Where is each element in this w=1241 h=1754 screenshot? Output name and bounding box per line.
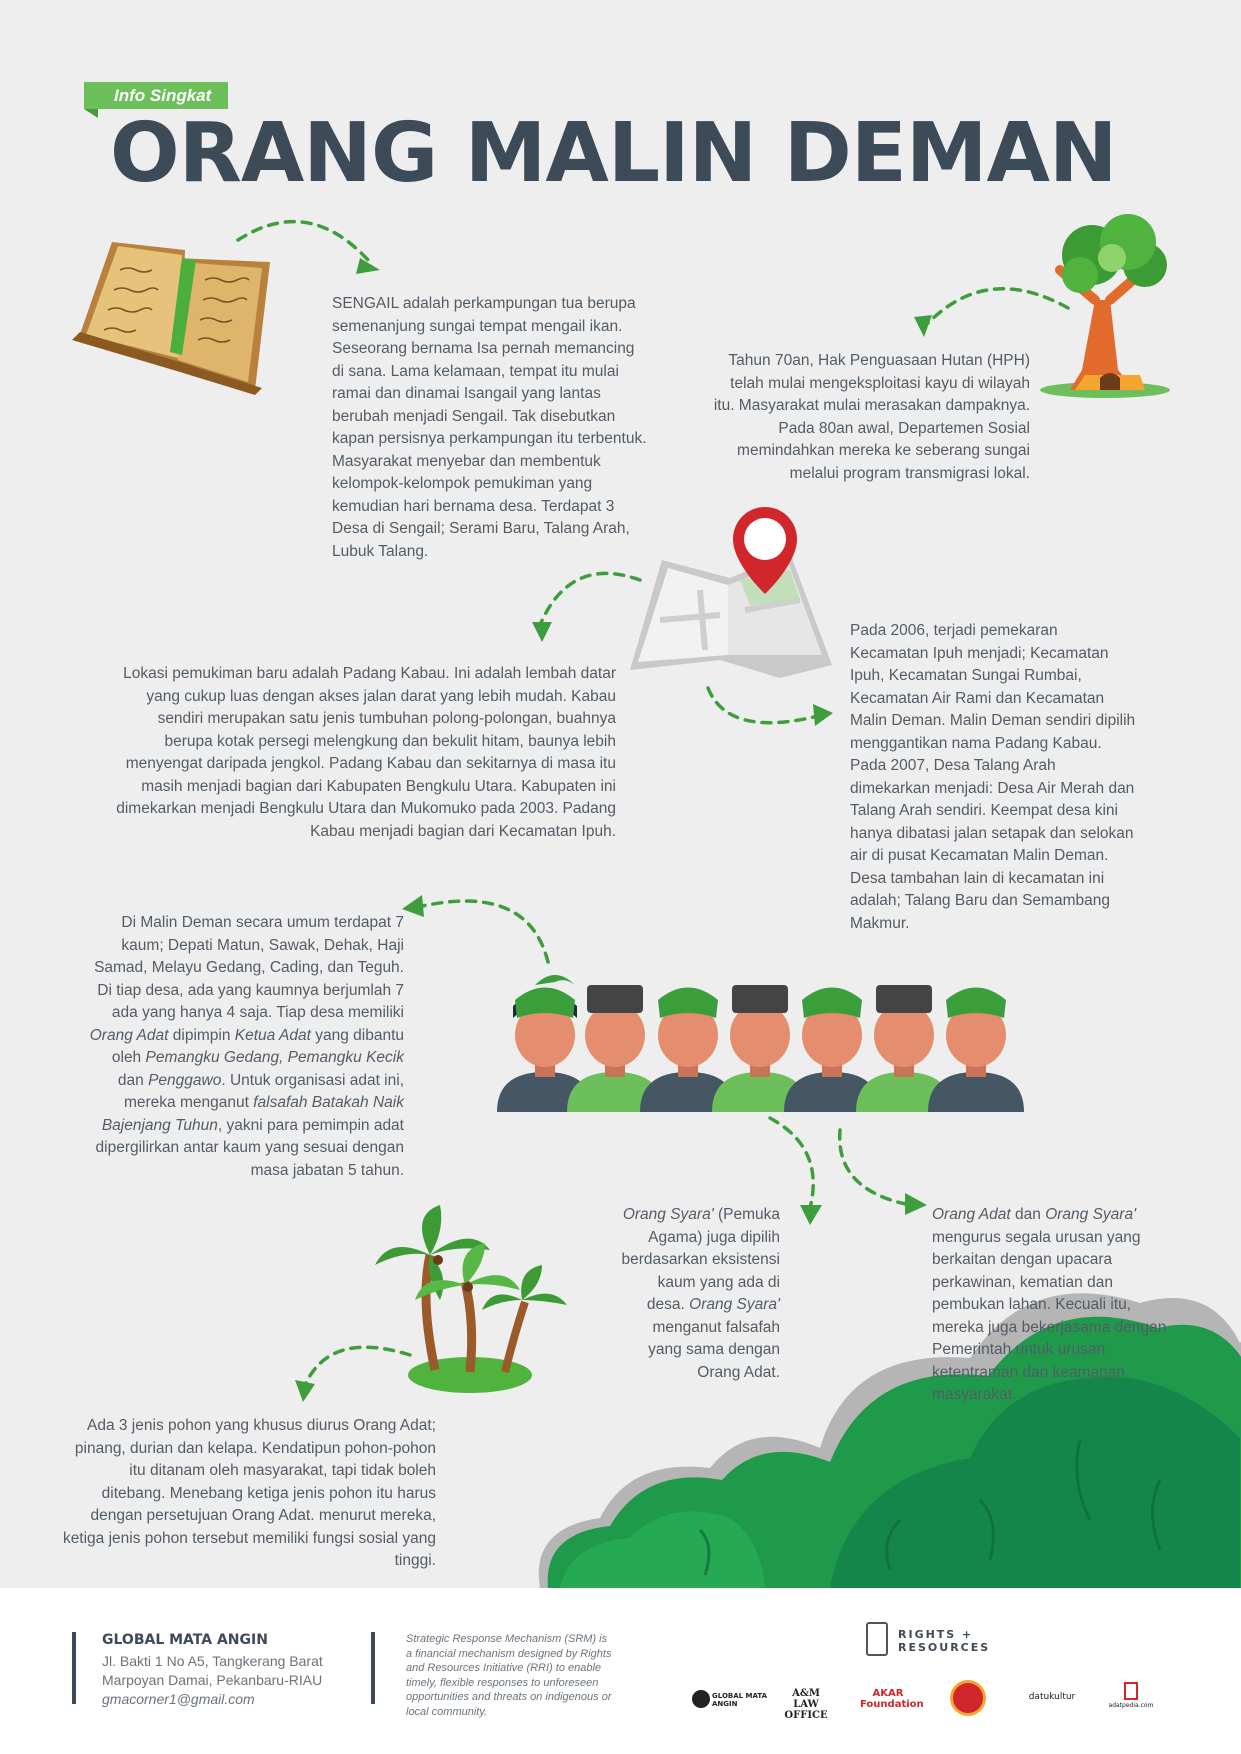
partner-logo-seal-icon (950, 1680, 986, 1716)
address-line-2: Marpoyan Damai, Pekanbaru-RIAU (102, 1672, 323, 1688)
sengail-text: SENGAIL adalah perkampungan tua berupa s… (332, 295, 647, 560)
footer-divider-2 (371, 1632, 375, 1704)
map-pin-icon (630, 507, 832, 678)
partner-logo-adatpedia: adatpedia.com (1108, 1702, 1154, 1709)
rights-resources-hand-icon (866, 1622, 888, 1656)
hph-text: Tahun 70an, Hak Penguasaan Hutan (HPH) t… (713, 352, 1030, 482)
footer-divider (72, 1632, 76, 1704)
bushes-decoration (538, 1293, 1241, 1588)
address-line-1: Jl. Bakti 1 No A5, Tangkerang Barat (102, 1653, 323, 1669)
srm-description: Strategic Response Mechanism (SRM) is a … (406, 1633, 612, 1718)
page-title: ORANG MALIN DEMAN (110, 106, 1118, 201)
palm-trees-icon (375, 1205, 567, 1393)
adatpedia-icon (1124, 1682, 1138, 1700)
info-tag: Info Singkat (84, 82, 228, 109)
flow-arrows (236, 219, 1070, 1402)
partner-logo-am: A&M LAW OFFICE (784, 1688, 828, 1721)
tag-fold-decoration (84, 109, 98, 118)
partner-logo-akar: AKAR Foundation (860, 1688, 924, 1710)
gma-globe-icon (692, 1690, 710, 1708)
padang-kabau-text: Lokasi pemukiman baru adalah Padang Kaba… (116, 665, 616, 840)
pohon-text: Ada 3 jenis pohon yang khusus diurus Ora… (62, 1417, 436, 1569)
pemekaran-text: Pada 2006, terjadi pemekaran Kecamatan I… (850, 622, 1136, 932)
partner-logo-datukultur: datukultur (1028, 1692, 1076, 1702)
urusan-adat-text: Orang Adat dan Orang Syara' mengurus seg… (932, 1206, 1167, 1403)
org-name: GLOBAL MATA ANGIN (102, 1632, 268, 1648)
rights-resources-logo: RIGHTS + RESOURCES (898, 1628, 991, 1654)
illustration-layer (72, 214, 1241, 1588)
orang-syara-text: Orang Syara' (Pemuka Agama) juga dipilih… (621, 1206, 780, 1381)
footer (0, 1588, 1241, 1754)
kaum-text: Di Malin Deman secara umum terdapat 7 ka… (89, 914, 404, 1179)
old-book-icon (72, 242, 270, 395)
email-link[interactable]: gmacorner1@gmail.com (102, 1691, 255, 1707)
tree-icon (1040, 214, 1170, 398)
people-group-icon (497, 975, 1024, 1112)
